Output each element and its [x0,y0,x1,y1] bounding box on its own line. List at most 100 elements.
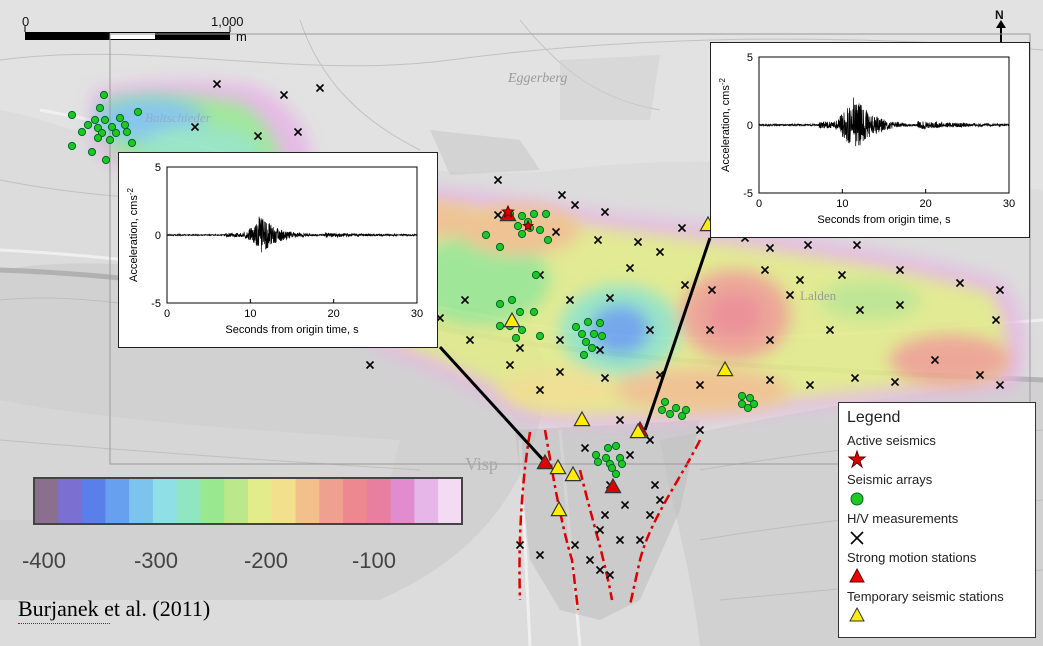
seismic-array-marker [597,331,607,341]
label-eggerberg: Eggerberg [507,71,567,86]
x-tick-label: 20 [328,308,340,320]
hv-marker [279,90,289,100]
hv-marker [855,305,865,315]
seismic-array-marker [481,230,491,240]
seismic-array-marker [105,135,115,145]
colorbar-swatch [390,478,415,524]
hv-marker [765,375,775,385]
seismic-array-marker [529,209,539,219]
seismic-array-marker [87,147,97,157]
hv-marker [825,325,835,335]
seismic-array-marker [495,242,505,252]
red-star-icon [847,449,867,469]
seismic-array-marker [581,337,591,347]
legend-item-seismic-arrays: Seismic arrays [847,472,933,487]
seismic-array-marker [531,270,541,280]
hv-marker [930,355,940,365]
hv-marker [595,565,605,575]
hv-marker [620,500,630,510]
seismic-array-marker [90,115,100,125]
seismic-array-marker [111,128,121,138]
strong-motion-station-marker [536,453,554,470]
seismic-array-marker [515,307,525,317]
seismic-array-marker [77,127,87,137]
temporary-station-marker [503,311,521,328]
hv-marker [212,79,222,89]
seismic-array-marker [743,403,753,413]
seismic-array-marker [67,110,77,120]
x-tick-label: 0 [164,308,170,320]
colorbar-tick: -300 [133,548,179,573]
colorbar-swatch [248,478,273,524]
y-tick-label: -5 [151,298,161,310]
hv-marker [515,343,525,353]
seismic-array-marker [617,459,627,469]
hv-marker [625,450,635,460]
temporary-station-marker [550,500,568,517]
hv-marker [795,275,805,285]
seismic-array-marker [603,443,613,453]
seismic-array-marker [665,409,675,419]
seismic-array-marker [495,299,505,309]
hv-marker [655,247,665,257]
colorbar-swatch [271,478,297,524]
seismic-array-marker [583,317,593,327]
seismic-array-marker [579,350,589,360]
fault-lines [518,429,702,611]
seismic-array-marker [587,343,597,353]
colorbar-tick-labels: -400 -300 -200 -100 [14,548,464,573]
hv-marker [493,210,503,220]
hv-marker [785,290,795,300]
temporary-station-marker [564,465,582,482]
colorbar-swatch [343,478,368,524]
x-tick-label: 10 [244,308,256,320]
x-tick-label: 10 [836,198,848,210]
colorbar-swatch [152,478,178,524]
seismic-array-marker [529,307,539,317]
colorbar-swatch [438,478,463,524]
temporary-station-marker [573,410,591,427]
hv-marker [190,122,200,132]
hv-marker [570,200,580,210]
seismic-array-marker [745,393,755,403]
y-tick-label: -5 [743,188,753,200]
hv-marker [593,235,603,245]
colorbar-swatch [105,478,130,524]
hv-marker [253,131,263,141]
seismic-array-marker [127,138,137,148]
station-markers [499,204,734,517]
seismic-array-marker [100,115,110,125]
y-axis-label: Acceleration, cms-2 [718,77,732,171]
hv-marker [570,540,580,550]
waveform-trace [166,216,418,253]
hv-marker [850,373,860,383]
colorbar-swatch [295,478,320,524]
seismic-array-marker [133,107,143,117]
seismic-array-marker [593,457,603,467]
colorbar-tick: -400 [21,548,67,573]
seismic-array-marker [607,463,617,473]
seismic-array-marker [601,453,611,463]
seismic-array-marker [101,155,111,165]
y-tick-label: 5 [155,162,161,174]
seismic-array-marker [611,469,621,479]
y-tick-label: 0 [155,230,161,242]
x-axis-label: Seconds from origin time, s [817,214,951,226]
hv-marker [555,335,565,345]
hv-marker [995,285,1005,295]
seismic-array-markers [67,90,759,479]
map-legend: Legend Active seismics Seismic arrays H/… [838,402,1036,638]
legend-item-hv-measurements: H/V measurements [847,511,959,526]
hv-marker [991,315,1001,325]
hv-marker [365,360,375,370]
hv-marker [803,240,813,250]
seismic-array-marker [517,211,527,221]
legend-title: Legend [847,409,901,426]
seismic-array-marker [589,329,599,339]
hv-marker [625,263,635,273]
hv-marker [995,380,1005,390]
x-tick-label: 20 [920,198,932,210]
legend-item-active-seismics: Active seismics [847,433,936,448]
hv-marker [765,243,775,253]
